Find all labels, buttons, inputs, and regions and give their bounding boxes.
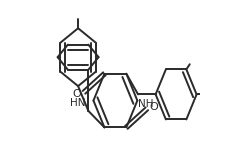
- Text: O: O: [73, 89, 81, 99]
- Text: O: O: [149, 102, 158, 112]
- Text: HN: HN: [70, 98, 85, 108]
- Text: NH: NH: [138, 99, 154, 109]
